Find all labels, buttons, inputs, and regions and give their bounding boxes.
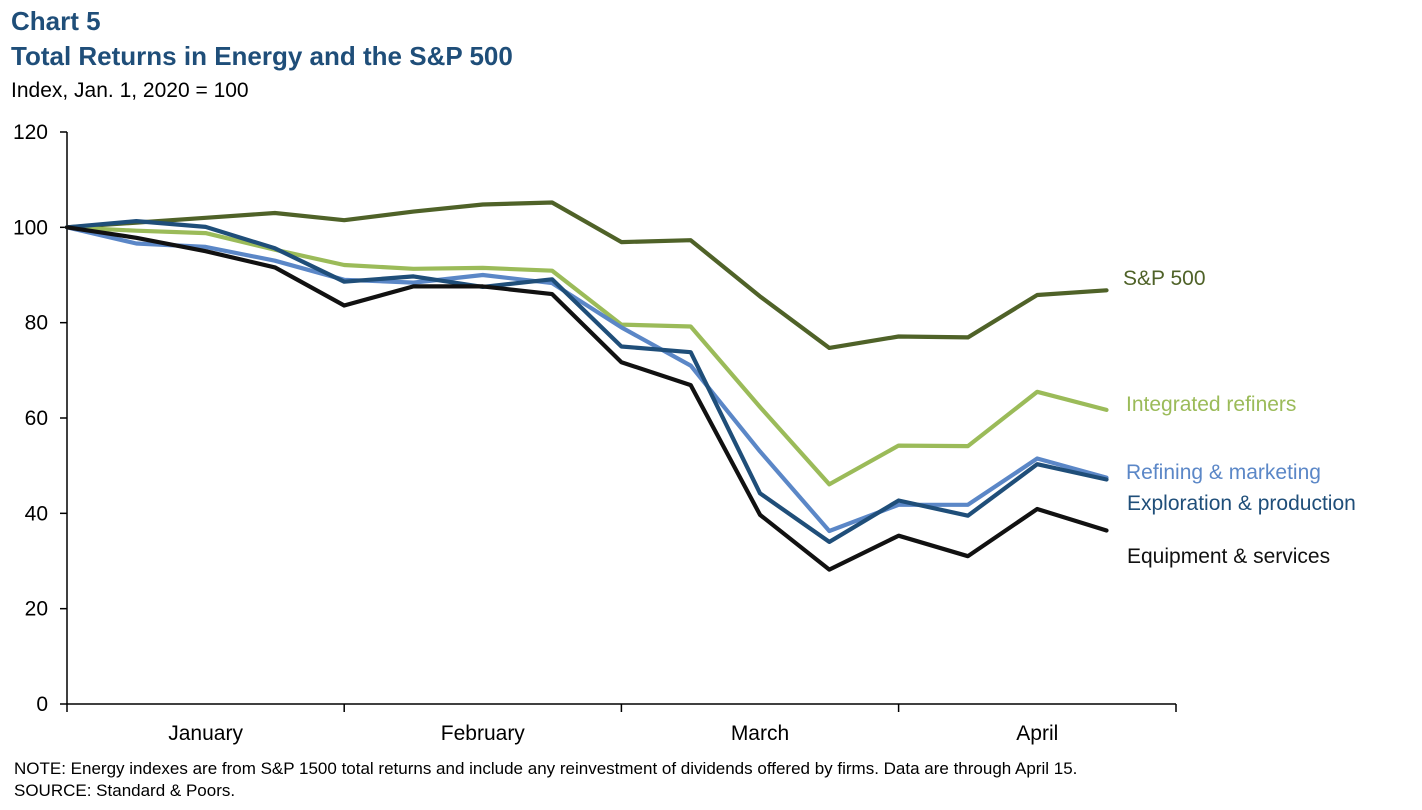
series-label: Equipment & services xyxy=(1127,545,1330,568)
series-label: Integrated refiners xyxy=(1126,393,1296,416)
y-tick-label: 60 xyxy=(25,407,48,430)
chart-axes: 0 20 40 60 80 100 120 January February March April xyxy=(13,121,1177,745)
x-tick-label: March xyxy=(731,722,789,745)
chart-title: Total Returns in Energy and the S&P 500 xyxy=(11,41,513,71)
series-label: S&P 500 xyxy=(1123,267,1206,290)
x-tick-label: April xyxy=(1016,722,1058,745)
y-tick-label: 100 xyxy=(13,216,48,239)
x-tick-label: February xyxy=(441,722,526,745)
series-label: Exploration & production xyxy=(1127,492,1356,515)
series-line xyxy=(64,219,1109,545)
chart-note: NOTE: Energy indexes are from S&P 1500 t… xyxy=(14,759,1078,778)
y-tick-label: 80 xyxy=(25,312,48,335)
y-tick-label: 120 xyxy=(13,121,48,144)
chart-series-lines xyxy=(64,200,1109,572)
chart-number: Chart 5 xyxy=(11,6,101,36)
series-line xyxy=(64,225,1109,487)
series-line xyxy=(64,225,1109,534)
chart-subtitle: Index, Jan. 1, 2020 = 100 xyxy=(11,79,249,102)
series-line xyxy=(64,200,1109,350)
chart-source: SOURCE: Standard & Poors. xyxy=(14,781,236,800)
series-label: Refining & marketing xyxy=(1126,461,1321,484)
y-tick-label: 40 xyxy=(25,502,48,525)
y-tick-label: 0 xyxy=(36,693,48,716)
chart-series-labels: S&P 500 Integrated refiners Refining & mar… xyxy=(1123,267,1356,568)
x-tick-label: January xyxy=(168,722,243,745)
y-tick-label: 20 xyxy=(25,598,48,621)
series-line xyxy=(64,225,1109,572)
